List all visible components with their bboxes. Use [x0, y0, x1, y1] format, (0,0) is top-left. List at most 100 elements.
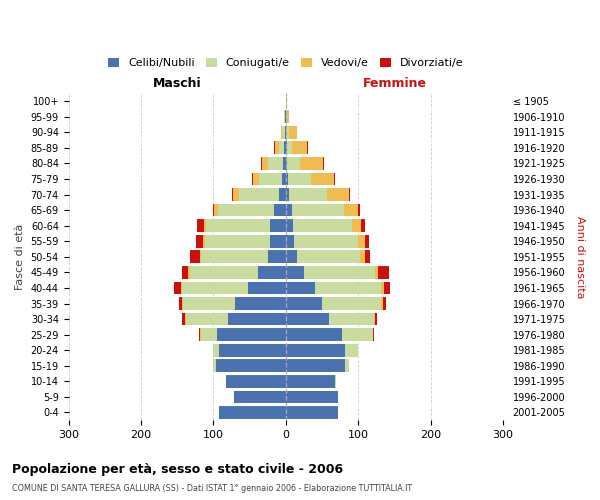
Bar [212, 344, 214, 356]
Bar [219, 344, 286, 356]
Bar [186, 312, 228, 326]
Bar [206, 220, 270, 232]
Bar [284, 110, 285, 123]
Bar [203, 235, 205, 248]
Bar [278, 142, 284, 154]
Bar [286, 312, 329, 326]
Bar [196, 235, 203, 248]
Bar [182, 282, 248, 294]
Text: Popolazione per età, sesso e stato civile - 2006: Popolazione per età, sesso e stato civil… [12, 462, 343, 475]
Bar [375, 312, 377, 326]
Bar [270, 235, 286, 248]
Bar [281, 126, 282, 138]
Bar [374, 312, 375, 326]
Bar [182, 297, 183, 310]
Bar [182, 312, 185, 326]
Bar [258, 266, 286, 279]
Bar [283, 157, 286, 170]
Bar [383, 297, 386, 310]
Bar [286, 157, 287, 170]
Bar [352, 220, 361, 232]
Bar [293, 220, 352, 232]
Bar [190, 266, 258, 279]
Bar [315, 282, 382, 294]
Bar [200, 250, 201, 263]
Bar [181, 282, 182, 294]
Bar [296, 250, 361, 263]
Bar [282, 126, 285, 138]
Y-axis label: Fasce di età: Fasce di età [15, 224, 25, 290]
Bar [287, 142, 292, 154]
Bar [382, 282, 383, 294]
Bar [379, 266, 389, 279]
Bar [233, 188, 239, 201]
Bar [383, 282, 390, 294]
Bar [365, 235, 369, 248]
Bar [270, 220, 286, 232]
Bar [311, 172, 334, 186]
Bar [261, 157, 262, 170]
Bar [204, 220, 206, 232]
Bar [214, 204, 218, 216]
Bar [335, 375, 337, 388]
Bar [205, 235, 270, 248]
Bar [358, 235, 365, 248]
Bar [361, 220, 365, 232]
Bar [262, 157, 268, 170]
Bar [286, 110, 287, 123]
Bar [345, 360, 349, 372]
Bar [286, 297, 322, 310]
Bar [183, 297, 235, 310]
Bar [345, 344, 358, 356]
Bar [327, 188, 349, 201]
Bar [382, 297, 383, 310]
Bar [287, 157, 300, 170]
Bar [275, 142, 278, 154]
Bar [334, 172, 335, 186]
Bar [179, 297, 182, 310]
Bar [228, 312, 286, 326]
Bar [268, 250, 286, 263]
Legend: Celibi/Nubili, Coniugati/e, Vedovi/e, Divorziati/e: Celibi/Nubili, Coniugati/e, Vedovi/e, Di… [104, 53, 468, 72]
Bar [197, 220, 204, 232]
Bar [329, 312, 374, 326]
Bar [323, 157, 324, 170]
Bar [259, 172, 282, 186]
Bar [185, 312, 186, 326]
Bar [292, 204, 344, 216]
Bar [349, 188, 350, 201]
Bar [289, 126, 298, 138]
Y-axis label: Anni di nascita: Anni di nascita [575, 216, 585, 298]
Bar [286, 188, 289, 201]
Bar [253, 172, 259, 186]
Bar [226, 375, 286, 388]
Bar [175, 282, 181, 294]
Bar [252, 172, 253, 186]
Bar [375, 266, 379, 279]
Bar [286, 390, 338, 404]
Bar [373, 328, 374, 341]
Bar [286, 142, 287, 154]
Bar [307, 142, 308, 154]
Bar [235, 297, 286, 310]
Bar [232, 188, 233, 201]
Bar [282, 172, 286, 186]
Bar [233, 390, 286, 404]
Bar [274, 204, 286, 216]
Bar [248, 282, 286, 294]
Bar [190, 250, 200, 263]
Bar [217, 328, 286, 341]
Bar [286, 266, 304, 279]
Bar [284, 142, 286, 154]
Text: Femmine: Femmine [362, 77, 427, 90]
Bar [285, 126, 286, 138]
Bar [300, 157, 323, 170]
Bar [286, 204, 292, 216]
Bar [286, 126, 289, 138]
Bar [285, 110, 286, 123]
Bar [279, 188, 286, 201]
Bar [289, 188, 327, 201]
Bar [286, 328, 342, 341]
Bar [361, 250, 365, 263]
Bar [201, 328, 217, 341]
